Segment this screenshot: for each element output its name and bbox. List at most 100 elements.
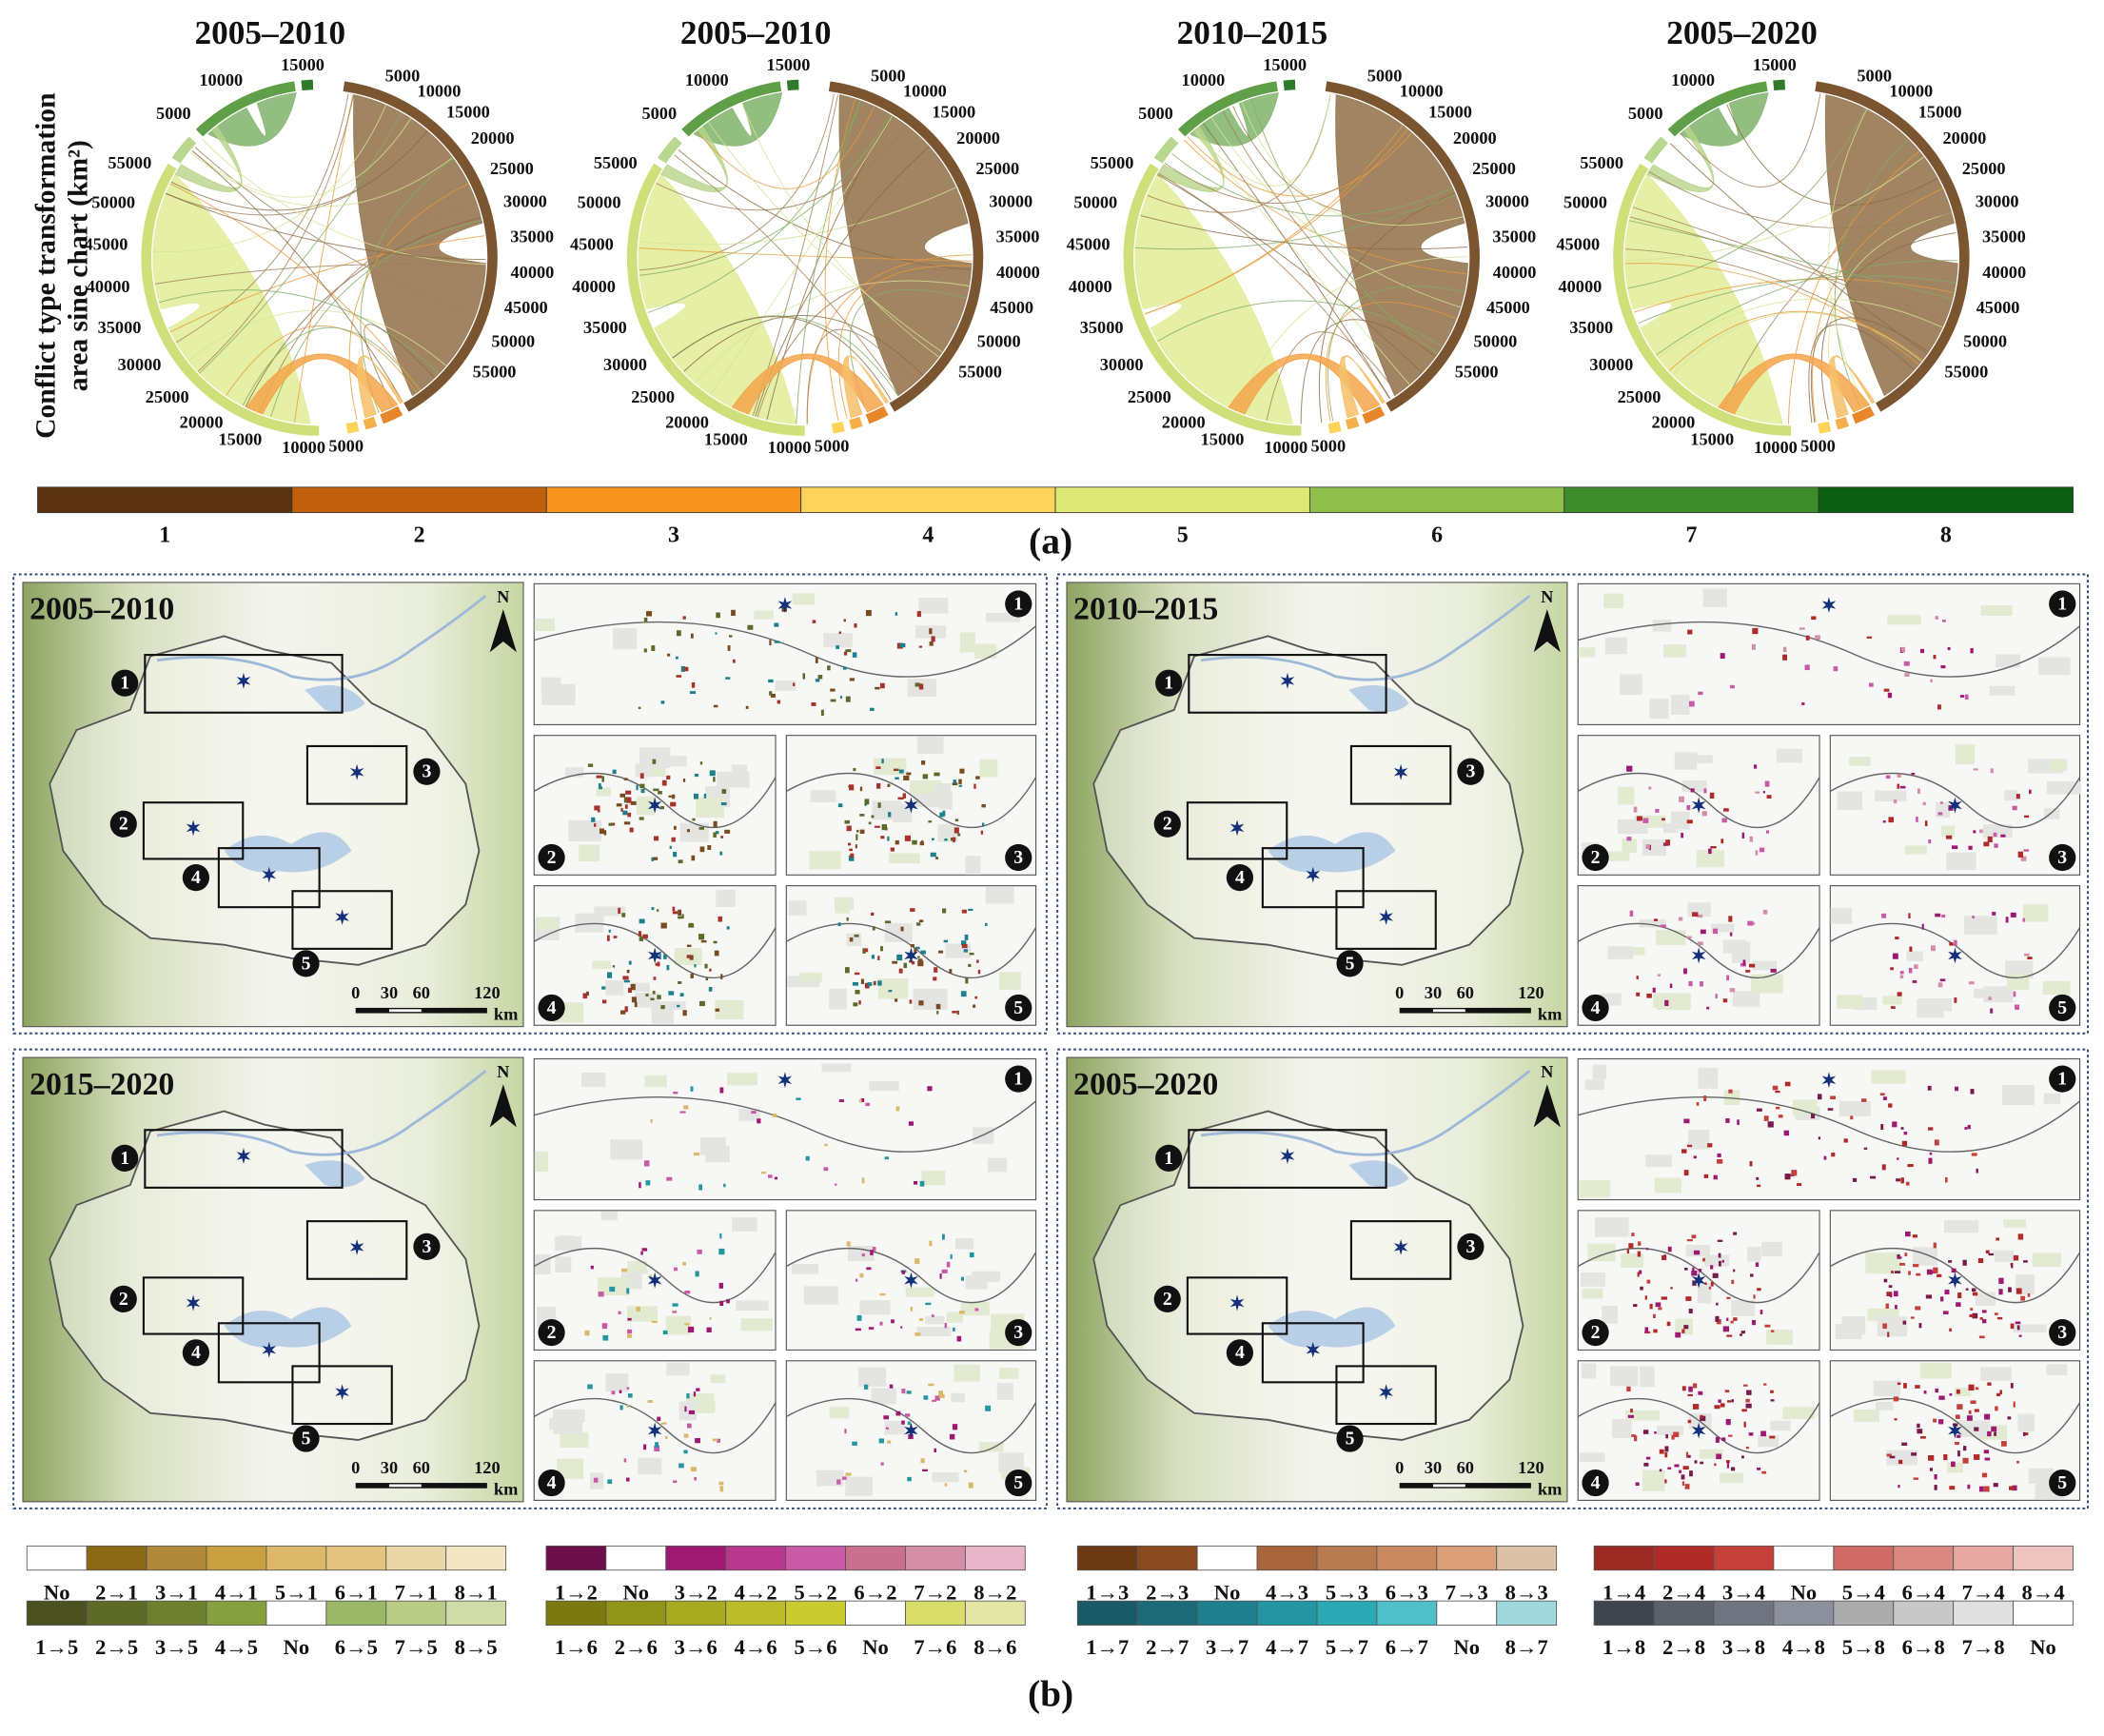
legend-label: 8→3 bbox=[1505, 1580, 1548, 1604]
terrain-patch bbox=[884, 923, 914, 942]
arc-tick-label: 55000 bbox=[1455, 362, 1499, 381]
legend-label: 6→1 bbox=[335, 1580, 378, 1604]
change-patch bbox=[715, 632, 718, 635]
change-patch bbox=[657, 1416, 661, 1421]
change-patch bbox=[961, 909, 967, 914]
change-patch bbox=[631, 996, 638, 1003]
change-patch bbox=[718, 916, 723, 922]
change-patch bbox=[612, 769, 617, 775]
change-patch bbox=[751, 1111, 757, 1115]
legend-label: No bbox=[623, 1580, 650, 1604]
number-label: 3 bbox=[1013, 1322, 1023, 1343]
change-patch bbox=[1973, 768, 1978, 771]
legend-label: 4→6 bbox=[735, 1635, 777, 1659]
change-patch bbox=[686, 1423, 692, 1429]
change-patch bbox=[1978, 1335, 1985, 1339]
change-patch bbox=[1659, 1469, 1662, 1472]
terrain-patch bbox=[610, 1139, 643, 1160]
boundary bbox=[1829, 922, 2081, 979]
change-patch bbox=[719, 1233, 722, 1239]
terrain-patch bbox=[559, 1235, 575, 1246]
change-patch bbox=[867, 981, 873, 987]
legend-swatch bbox=[86, 1545, 147, 1571]
legend-label: 2→4 bbox=[1662, 1580, 1705, 1604]
terrain-patch bbox=[1943, 1219, 1979, 1233]
city-star bbox=[1306, 866, 1321, 883]
change-patch bbox=[880, 946, 883, 952]
terrain-patch bbox=[2044, 807, 2060, 819]
chord-link bbox=[1672, 312, 1922, 375]
scale-label: 120 bbox=[1518, 1458, 1544, 1477]
change-patch bbox=[690, 973, 694, 978]
city-star bbox=[1691, 947, 1706, 964]
change-patch bbox=[770, 693, 776, 698]
change-patch bbox=[949, 1433, 955, 1440]
chord-diagram: 2005–20205000100001500020000250003000035… bbox=[1556, 14, 2026, 457]
change-patch bbox=[1710, 1265, 1714, 1270]
arc-tick-label: 5000 bbox=[1628, 104, 1663, 123]
change-patch bbox=[903, 962, 908, 969]
terrain-patch bbox=[1731, 1300, 1756, 1316]
terrain-patch bbox=[636, 796, 656, 816]
change-patch bbox=[1782, 646, 1787, 653]
terrain-patch bbox=[987, 1157, 1008, 1173]
change-patch bbox=[1964, 1126, 1968, 1130]
chord-link bbox=[1638, 275, 1957, 325]
change-patch bbox=[601, 986, 606, 990]
change-patch bbox=[640, 1251, 643, 1255]
change-patch bbox=[1725, 1460, 1730, 1464]
city-star bbox=[1948, 1272, 1962, 1289]
region-outline bbox=[1092, 1110, 1524, 1441]
change-patch bbox=[901, 1389, 906, 1394]
terrain-patch bbox=[1723, 1090, 1740, 1105]
change-patch bbox=[706, 1327, 712, 1333]
arc-tick-label: 55000 bbox=[1580, 153, 1623, 172]
terrain-patch bbox=[1610, 1366, 1639, 1387]
change-patch bbox=[1965, 1288, 1969, 1291]
change-patch bbox=[1882, 820, 1886, 823]
number-badge bbox=[1582, 1319, 1609, 1347]
arc-tick-label: 45000 bbox=[1486, 298, 1530, 317]
terrain-patch bbox=[1649, 699, 1669, 720]
change-patch bbox=[899, 642, 906, 648]
change-patch bbox=[680, 665, 685, 672]
change-patch bbox=[1933, 1242, 1937, 1249]
change-patch bbox=[772, 1114, 777, 1118]
legend-swatch bbox=[1953, 1600, 2015, 1626]
terrain-patch bbox=[1750, 974, 1783, 994]
change-patch bbox=[1940, 1296, 1944, 1302]
inset-map: 2 bbox=[533, 1210, 777, 1351]
arc-tick-label: 40000 bbox=[996, 263, 1040, 282]
change-patch bbox=[1783, 1130, 1790, 1136]
change-patch bbox=[1991, 1426, 1997, 1432]
change-patch bbox=[1760, 1430, 1766, 1437]
change-patch bbox=[830, 699, 836, 702]
change-patch bbox=[1898, 1485, 1900, 1489]
change-patch bbox=[774, 1176, 778, 1180]
change-patch bbox=[668, 991, 675, 996]
legend-swatch bbox=[845, 1600, 906, 1626]
change-patch bbox=[584, 1330, 590, 1336]
change-patch bbox=[1949, 1328, 1952, 1332]
change-patch bbox=[1968, 1410, 1972, 1414]
change-patch bbox=[653, 976, 657, 980]
change-patch bbox=[1636, 992, 1641, 996]
change-patch bbox=[895, 839, 899, 845]
colorbar-swatch bbox=[37, 486, 293, 514]
change-patch bbox=[1740, 1331, 1745, 1334]
change-patch bbox=[1681, 1149, 1687, 1154]
change-patch bbox=[1681, 1474, 1685, 1480]
change-patch bbox=[975, 776, 980, 779]
legend-swatch bbox=[1893, 1545, 1955, 1571]
change-patch bbox=[1912, 980, 1917, 983]
chord-arc bbox=[848, 415, 864, 431]
chord-link bbox=[1680, 93, 1821, 187]
terrain-patch bbox=[2004, 790, 2018, 801]
change-patch bbox=[645, 1180, 651, 1186]
change-patch bbox=[1725, 1118, 1730, 1123]
change-patch bbox=[943, 939, 949, 943]
lake bbox=[305, 1160, 365, 1188]
terrain-patch bbox=[1662, 823, 1679, 834]
change-patch bbox=[1949, 1392, 1953, 1396]
change-patch bbox=[627, 1317, 632, 1321]
